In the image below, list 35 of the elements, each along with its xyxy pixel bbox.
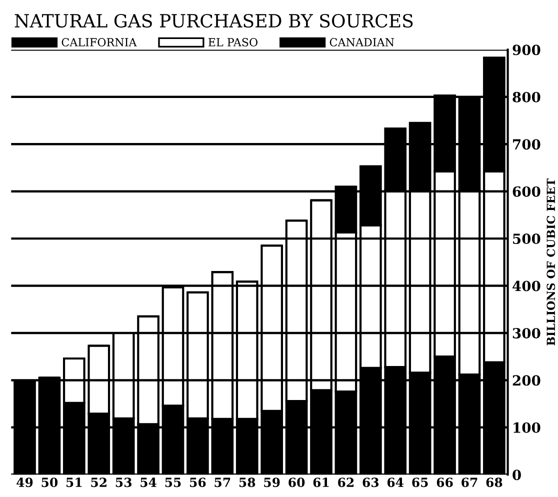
- y-tick-label: 100: [514, 422, 540, 433]
- y-tick-label: 400: [512, 280, 540, 292]
- x-tick-label: 64: [387, 478, 404, 488]
- y-tick-label: 500: [513, 234, 540, 244]
- legend-label: EL PASO: [208, 38, 258, 46]
- x-tick-label: 53: [116, 478, 132, 488]
- x-tick-label: 66: [436, 478, 453, 488]
- x-tick-label: 58: [239, 478, 256, 488]
- x-tick-label: 57: [214, 478, 230, 488]
- x-tick-label: 55: [165, 478, 181, 488]
- x-tick-label: 50: [42, 478, 58, 488]
- x-tick-label: 59: [264, 478, 280, 488]
- y-tick-label: 200: [512, 375, 540, 386]
- legend-label: CANADIAN: [330, 38, 394, 46]
- y-tick-label: 800: [512, 92, 540, 102]
- chart-title: NATURAL GAS PURCHASED BY SOURCES: [14, 14, 413, 28]
- x-tick-label: 52: [91, 478, 106, 488]
- legend-label: CALIFORNIA: [62, 38, 137, 46]
- x-tick-label: 54: [140, 478, 156, 488]
- y-axis-title: BILLIONS OF CUBIC FEET: [546, 178, 556, 346]
- y-tick-label: 300: [512, 328, 540, 338]
- x-tick-label: 49: [16, 478, 33, 488]
- x-tick-label: 62: [338, 478, 354, 488]
- y-tick-label: 900: [512, 44, 540, 56]
- y-tick-label: 0: [512, 470, 521, 480]
- x-tick-label: 56: [190, 478, 206, 488]
- x-tick-label: 68: [486, 478, 502, 488]
- x-tick-label: 63: [362, 478, 379, 488]
- x-tick-label: 51: [66, 478, 82, 488]
- y-tick-label: 700: [513, 139, 540, 150]
- x-tick-label: 61: [313, 478, 329, 488]
- y-tick-label: 600: [512, 186, 540, 197]
- x-tick-label: 65: [412, 478, 428, 488]
- x-tick-label: 60: [288, 478, 305, 488]
- x-tick-label: 67: [462, 478, 478, 488]
